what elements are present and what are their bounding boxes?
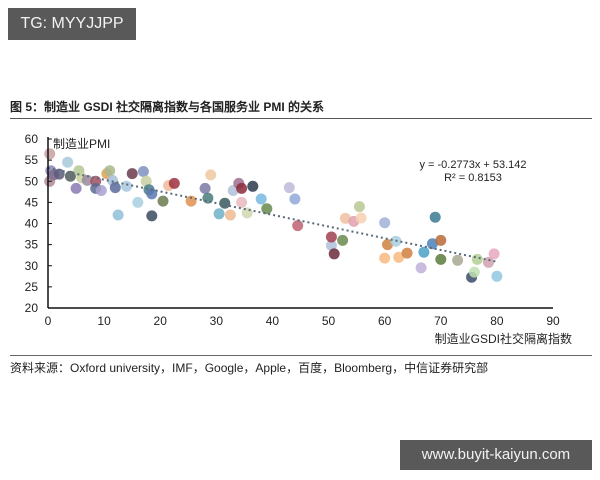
x-tick-label: 70 [434,314,448,328]
x-tick-label: 80 [490,314,504,328]
data-point [81,174,93,186]
data-point [255,193,267,205]
watermark-top: TG: MYYJJPP [8,8,136,40]
x-tick-label: 20 [154,314,168,328]
y-tick-label: 50 [25,174,39,188]
data-point [355,212,367,224]
scatter-chart: 20 25 30 35 40 45 50 55 60 0 10 20 30 40 50 60 70 80 90 制造… [0,125,600,350]
data-point [292,220,304,232]
data-point [452,254,464,266]
chart-canvas: 20 25 30 35 40 45 50 55 60 0 10 20 30 40 50 60 70 80 90 制造… [25,132,572,346]
y-axis-label: 制造业PMI [53,137,110,151]
data-point [325,240,337,251]
data-point [95,185,107,196]
x-tick-label: 40 [266,314,280,328]
x-axis-label: 制造业GSDI社交隔离指数 [435,331,572,346]
data-point [483,256,494,268]
data-point [236,182,248,194]
x-tick-label: 90 [546,314,560,328]
data-point [241,207,253,219]
data-point [202,192,214,204]
y-tick-label: 40 [25,217,39,231]
data-point [283,182,295,194]
data-point [289,193,301,205]
data-point [435,253,447,265]
data-points [44,148,503,283]
data-point [261,203,273,215]
x-tick-label: 0 [45,314,52,328]
data-point [337,234,349,246]
data-point [213,208,225,220]
data-point [224,209,236,221]
data-point [339,212,351,224]
data-point [157,195,169,207]
y-tick-label: 55 [25,153,39,167]
data-point [53,168,65,180]
data-point [185,195,197,207]
data-point [401,247,413,259]
x-tick-label: 50 [322,314,336,328]
data-point [491,270,503,282]
data-point [140,175,152,187]
y-tick-label: 25 [25,280,39,294]
data-point [379,217,391,229]
data-point [328,248,340,260]
x-tick-label: 60 [378,314,392,328]
x-tick-label: 10 [97,314,111,328]
data-point [104,165,116,177]
y-tick-label: 30 [25,259,39,273]
watermark-bottom: www.buyit-kaiyun.com [400,440,592,470]
trendline-equation: y = -0.2773x + 53.142 [419,159,526,171]
data-point [415,262,427,274]
y-tick-label: 60 [25,132,39,146]
y-tick-label: 20 [25,301,39,315]
figure-title: 图 5：制造业 GSDI 社交隔离指数与各国服务业 PMI 的关系 [10,98,592,119]
data-point [418,246,430,258]
data-point [146,188,158,200]
data-point [112,209,124,221]
data-point [70,182,82,194]
data-point [126,168,138,180]
data-point [168,177,180,189]
trendline [47,166,498,263]
data-point [325,231,337,243]
data-point [236,196,248,208]
y-tick-label: 45 [25,195,39,209]
r-squared-label: R² = 0.8153 [444,172,502,184]
data-point [488,248,500,260]
data-point [109,182,121,194]
data-point [199,182,211,194]
data-point [132,196,144,208]
data-point [137,166,149,177]
data-point [426,238,438,250]
data-point [121,180,133,192]
data-point [247,180,259,192]
data-point [205,169,217,181]
data-point [62,156,74,168]
axes: 20 25 30 35 40 45 50 55 60 0 10 20 30 40 50 60 70 80 90 [25,132,560,328]
data-point [353,201,365,213]
x-tick-label: 30 [210,314,224,328]
data-point [379,252,391,264]
data-point [146,210,158,222]
data-point [471,253,483,265]
source-note: 资料来源：Oxford university，IMF，Google，Apple，… [10,355,592,376]
data-point [429,211,441,223]
data-point [393,251,405,263]
data-point [44,148,56,160]
data-point [468,266,480,278]
data-point [435,234,447,246]
y-tick-label: 35 [25,238,39,252]
data-point [382,239,393,251]
data-point [219,197,231,209]
